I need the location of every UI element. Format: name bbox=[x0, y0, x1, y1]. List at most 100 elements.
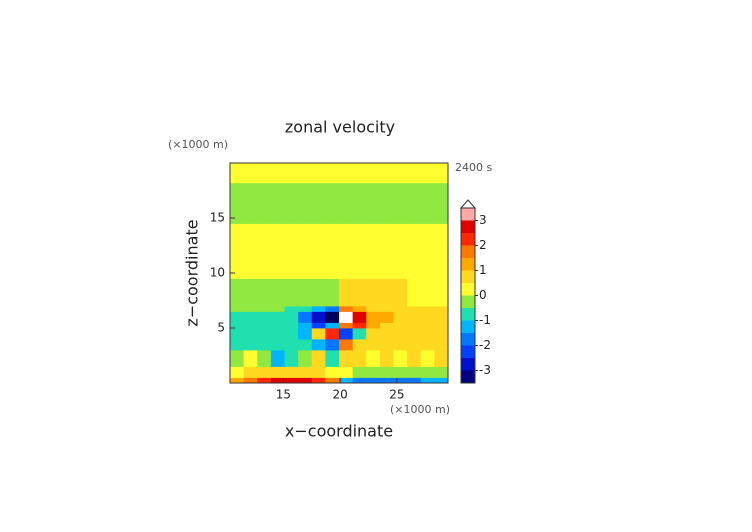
contour-cell bbox=[420, 251, 435, 279]
contour-cell bbox=[230, 251, 245, 279]
x-axis-label: x−coordinate bbox=[285, 422, 393, 441]
contour-cell bbox=[420, 339, 435, 351]
contour-cell bbox=[393, 251, 408, 279]
contour-cell bbox=[243, 322, 258, 329]
contour-cell bbox=[270, 311, 285, 323]
contour-cell bbox=[407, 350, 422, 367]
contour-cell bbox=[434, 251, 449, 279]
contour-cell bbox=[352, 322, 367, 329]
colorbar-band bbox=[461, 345, 475, 358]
contour-cell bbox=[407, 377, 422, 384]
contour-cell bbox=[352, 311, 367, 323]
contour-cell bbox=[393, 366, 408, 378]
contour-cell bbox=[407, 339, 422, 351]
colorbar-band bbox=[461, 320, 475, 333]
contour-cell bbox=[420, 322, 435, 329]
contour-cell bbox=[230, 339, 245, 351]
contour-cell bbox=[243, 377, 258, 384]
contour-cell bbox=[393, 328, 408, 340]
contour-cell bbox=[379, 182, 394, 224]
contour-cell bbox=[284, 339, 299, 351]
contour-cell bbox=[407, 311, 422, 323]
contour-cell bbox=[284, 182, 299, 224]
contour-cell bbox=[407, 328, 422, 340]
chart-title: zonal velocity bbox=[285, 118, 395, 137]
contour-cell bbox=[339, 251, 354, 279]
contour-cell bbox=[434, 328, 449, 340]
contour-cell bbox=[352, 366, 367, 378]
contour-cell bbox=[366, 377, 381, 384]
colorbar-tick-label: -2 bbox=[479, 338, 491, 352]
contour-cell bbox=[434, 339, 449, 351]
contour-cell bbox=[284, 322, 299, 329]
contour-cell bbox=[284, 163, 299, 184]
contour-cell bbox=[230, 377, 245, 384]
contour-cell bbox=[311, 366, 326, 378]
contour-cell bbox=[325, 350, 340, 367]
contour-cell bbox=[325, 278, 340, 307]
contour-cell bbox=[311, 350, 326, 367]
contour-cell bbox=[366, 311, 381, 323]
contour-cell bbox=[270, 182, 285, 224]
contour-cell bbox=[379, 377, 394, 384]
contour-cell bbox=[311, 306, 326, 312]
contour-cell bbox=[420, 366, 435, 378]
contour-cell bbox=[393, 306, 408, 312]
contour-cell bbox=[366, 163, 381, 184]
x-tick-label: 25 bbox=[389, 388, 404, 402]
contour-cell bbox=[407, 251, 422, 279]
contour-cell bbox=[366, 328, 381, 340]
contour-cell bbox=[270, 278, 285, 307]
contour-cell bbox=[298, 278, 313, 307]
contour-cell bbox=[379, 223, 394, 252]
contour-cell bbox=[230, 306, 245, 312]
contour-cell bbox=[379, 311, 394, 323]
contour-cell bbox=[230, 278, 245, 307]
contour-cell bbox=[339, 339, 354, 351]
contour-cell bbox=[311, 182, 326, 224]
contour-cell bbox=[339, 182, 354, 224]
contour-cell bbox=[325, 311, 340, 323]
contour-cell bbox=[311, 311, 326, 323]
contour-cell bbox=[298, 377, 313, 384]
contour-cell bbox=[339, 223, 354, 252]
contour-cell bbox=[298, 306, 313, 312]
contour-cell bbox=[379, 278, 394, 307]
contour-cell bbox=[379, 163, 394, 184]
contour-cell bbox=[257, 306, 272, 312]
contour-cell bbox=[325, 328, 340, 340]
contour-cell bbox=[434, 322, 449, 329]
contour-cell bbox=[325, 322, 340, 329]
contour-cell bbox=[325, 377, 340, 384]
contour-cell bbox=[420, 377, 435, 384]
contour-cell bbox=[379, 251, 394, 279]
contour-cell bbox=[366, 223, 381, 252]
colorbar-band bbox=[461, 245, 475, 258]
colorbar-band bbox=[461, 308, 475, 321]
contour-cell bbox=[352, 328, 367, 340]
contour-cell bbox=[284, 328, 299, 340]
contour-cell bbox=[284, 223, 299, 252]
contour-cell bbox=[270, 350, 285, 367]
x-tick-label: 15 bbox=[276, 388, 291, 402]
contour-cell bbox=[270, 339, 285, 351]
contour-cell bbox=[379, 306, 394, 312]
contour-cell bbox=[257, 322, 272, 329]
contour-cell bbox=[243, 339, 258, 351]
contour-cell bbox=[257, 311, 272, 323]
contour-cell bbox=[379, 328, 394, 340]
colorbar-band bbox=[461, 295, 475, 308]
contour-cell bbox=[257, 223, 272, 252]
colorbar-band bbox=[461, 333, 475, 346]
contour-cell bbox=[298, 350, 313, 367]
contour-cell bbox=[434, 182, 449, 224]
contour-cell bbox=[325, 366, 340, 378]
contour-cell bbox=[298, 163, 313, 184]
contour-cell bbox=[393, 377, 408, 384]
contour-cell bbox=[420, 182, 435, 224]
contour-cell bbox=[298, 328, 313, 340]
contour-cell bbox=[257, 251, 272, 279]
y-tick-label: 10 bbox=[210, 266, 225, 280]
contour-cell bbox=[339, 377, 354, 384]
contour-cell bbox=[325, 223, 340, 252]
